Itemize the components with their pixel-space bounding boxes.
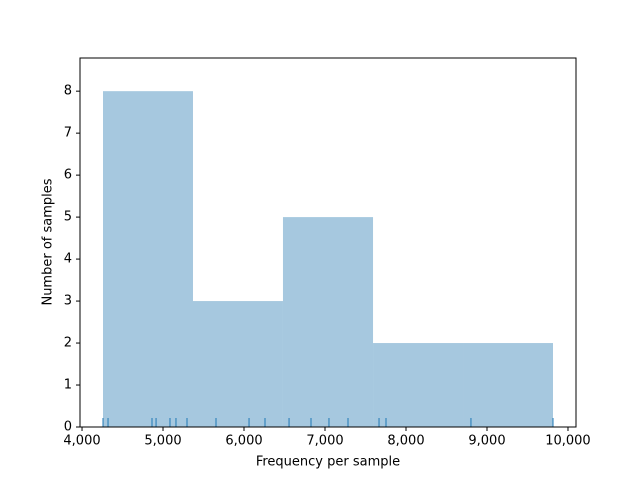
- x-tick-label: 4,000: [63, 434, 100, 449]
- y-axis-label: Number of samples: [41, 178, 56, 305]
- bar: [282, 217, 374, 427]
- y-tick-label: 5: [64, 210, 72, 225]
- bar: [103, 91, 193, 428]
- x-tick-label: 9,000: [468, 434, 505, 449]
- x-tick-label: 8,000: [387, 434, 424, 449]
- x-tick-label: 5,000: [144, 434, 181, 449]
- y-tick-label: 8: [64, 84, 72, 99]
- y-tick-label: 4: [64, 252, 72, 267]
- y-tick-label: 0: [64, 420, 72, 435]
- x-tick-label: 10,000: [545, 434, 591, 449]
- y-tick-label: 7: [64, 126, 72, 141]
- y-tick-label: 1: [64, 378, 72, 393]
- bar: [192, 301, 283, 427]
- x-axis-label: Frequency per sample: [256, 455, 400, 470]
- y-tick-label: 6: [64, 168, 72, 183]
- x-tick-label: 6,000: [225, 434, 262, 449]
- x-tick-label: 7,000: [306, 434, 343, 449]
- bar: [373, 343, 464, 427]
- bar: [463, 343, 553, 427]
- y-tick-label: 2: [64, 336, 72, 351]
- plot-frame: [79, 57, 577, 428]
- y-tick-label: 3: [64, 294, 72, 309]
